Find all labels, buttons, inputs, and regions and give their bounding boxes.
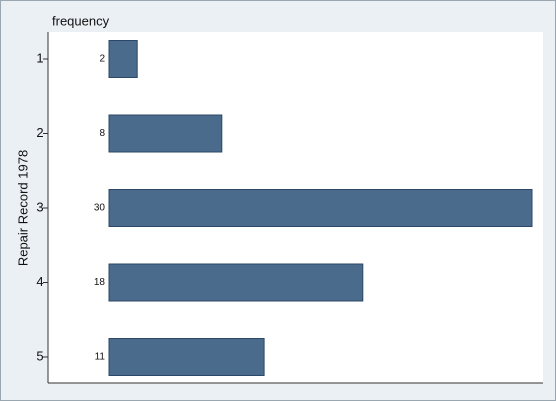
y-tick-label: 4 (36, 274, 43, 289)
chart-title: frequency (52, 13, 110, 28)
bar (108, 263, 364, 302)
value-label: 30 (94, 203, 106, 214)
value-label: 8 (99, 128, 105, 139)
bar (108, 189, 533, 227)
bar (108, 338, 265, 376)
y-tick-label: 5 (36, 348, 43, 363)
bar (108, 114, 223, 153)
value-label: 11 (95, 352, 106, 363)
y-axis-label: Repair Record 1978 (15, 150, 30, 266)
value-label: 2 (99, 54, 105, 65)
y-tick-label: 1 (36, 50, 43, 65)
y-tick-label: 3 (36, 199, 43, 214)
y-tick-label: 2 (36, 125, 43, 140)
bar (108, 40, 138, 78)
value-label: 18 (94, 277, 106, 288)
